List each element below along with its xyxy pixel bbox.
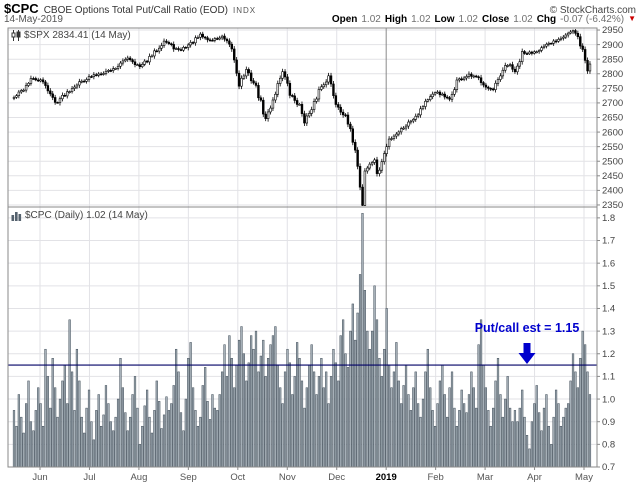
svg-text:2600: 2600 bbox=[602, 127, 623, 138]
chart-title: CBOE Options Total Put/Call Ratio (EOD) bbox=[43, 5, 229, 16]
svg-text:0.8: 0.8 bbox=[602, 440, 615, 451]
cpc-label-text: $CPC (Daily) 1.02 (14 May) bbox=[25, 210, 148, 221]
down-arrow-icon bbox=[518, 343, 536, 365]
svg-text:1.4: 1.4 bbox=[602, 304, 615, 315]
svg-text:2019: 2019 bbox=[376, 472, 397, 483]
svg-text:2500: 2500 bbox=[602, 156, 623, 167]
svg-text:2450: 2450 bbox=[602, 171, 623, 182]
svg-text:Jul: Jul bbox=[83, 472, 95, 483]
svg-text:1.8: 1.8 bbox=[602, 213, 615, 224]
chg-label: Chg bbox=[536, 14, 557, 25]
histogram-icon bbox=[11, 211, 22, 221]
change-down-icon: ▼ bbox=[628, 14, 636, 23]
high-label: High bbox=[384, 14, 408, 25]
svg-text:May: May bbox=[575, 472, 593, 483]
svg-text:Oct: Oct bbox=[230, 472, 245, 483]
cpc-bars bbox=[12, 213, 592, 468]
ohlc-quote: Open 1.02 High 1.02 Low 1.02 Close 1.02 … bbox=[332, 14, 636, 25]
close-label: Close bbox=[482, 14, 510, 25]
svg-text:1.6: 1.6 bbox=[602, 258, 615, 269]
chg-value: -0.07 (-6.42%) bbox=[560, 14, 625, 25]
low-label: Low bbox=[434, 14, 455, 25]
svg-text:2900: 2900 bbox=[602, 40, 623, 51]
open-value: 1.02 bbox=[361, 14, 381, 25]
svg-text:2750: 2750 bbox=[602, 84, 623, 95]
cpc-panel-label: $CPC (Daily) 1.02 (14 May) bbox=[11, 210, 148, 221]
svg-text:Sep: Sep bbox=[180, 472, 197, 483]
svg-text:1.2: 1.2 bbox=[602, 349, 615, 360]
x-axis-labels: Jun Jul Aug Sep Oct Nov Dec 2019 Feb Mar Apr May bbox=[32, 467, 593, 483]
svg-text:Aug: Aug bbox=[130, 472, 147, 483]
putcall-annotation-text: Put/call est = 1.15 bbox=[474, 321, 580, 335]
svg-text:Nov: Nov bbox=[279, 472, 296, 483]
header-title-row: $CPC CBOE Options Total Put/Call Ratio (… bbox=[4, 1, 636, 16]
svg-text:2400: 2400 bbox=[602, 186, 623, 197]
low-value: 1.02 bbox=[458, 14, 478, 25]
svg-text:Dec: Dec bbox=[328, 472, 345, 483]
svg-text:Mar: Mar bbox=[477, 472, 493, 483]
svg-text:Feb: Feb bbox=[427, 472, 443, 483]
svg-text:0.9: 0.9 bbox=[602, 417, 615, 428]
high-value: 1.02 bbox=[411, 14, 431, 25]
svg-text:Jun: Jun bbox=[32, 472, 47, 483]
svg-text:2850: 2850 bbox=[602, 54, 623, 65]
svg-text:Apr: Apr bbox=[527, 472, 542, 483]
spx-candles bbox=[12, 29, 592, 206]
chart-date: 14-May-2019 bbox=[4, 14, 63, 25]
y-axis-right: 2350 2400 2450 2500 2550 2600 2650 2700 2750 2800… bbox=[597, 25, 623, 473]
svg-text:2350: 2350 bbox=[602, 200, 623, 211]
svg-text:2650: 2650 bbox=[602, 113, 623, 124]
svg-text:1.1: 1.1 bbox=[602, 372, 615, 383]
candlestick-icon bbox=[11, 30, 21, 41]
svg-text:2700: 2700 bbox=[602, 98, 623, 109]
svg-text:1.3: 1.3 bbox=[602, 326, 615, 337]
svg-text:0.7: 0.7 bbox=[602, 462, 615, 473]
svg-text:2950: 2950 bbox=[602, 25, 623, 36]
svg-text:1.7: 1.7 bbox=[602, 236, 615, 247]
svg-text:2550: 2550 bbox=[602, 142, 623, 153]
close-value: 1.02 bbox=[513, 14, 533, 25]
exchange-label: INDX bbox=[233, 6, 257, 15]
svg-text:1.0: 1.0 bbox=[602, 394, 615, 405]
copyright-label: © StockCharts.com bbox=[549, 5, 636, 16]
svg-text:2800: 2800 bbox=[602, 69, 623, 80]
spx-label-text: $SPX 2834.41 (14 May) bbox=[24, 30, 131, 41]
open-label: Open bbox=[331, 14, 358, 25]
svg-text:1.5: 1.5 bbox=[602, 281, 615, 292]
header-quote-row: 14-May-2019 Open 1.02 High 1.02 Low 1.02… bbox=[4, 14, 636, 26]
symbol-label: $CPC bbox=[4, 1, 39, 16]
spx-panel-label: $SPX 2834.41 (14 May) bbox=[11, 30, 131, 41]
